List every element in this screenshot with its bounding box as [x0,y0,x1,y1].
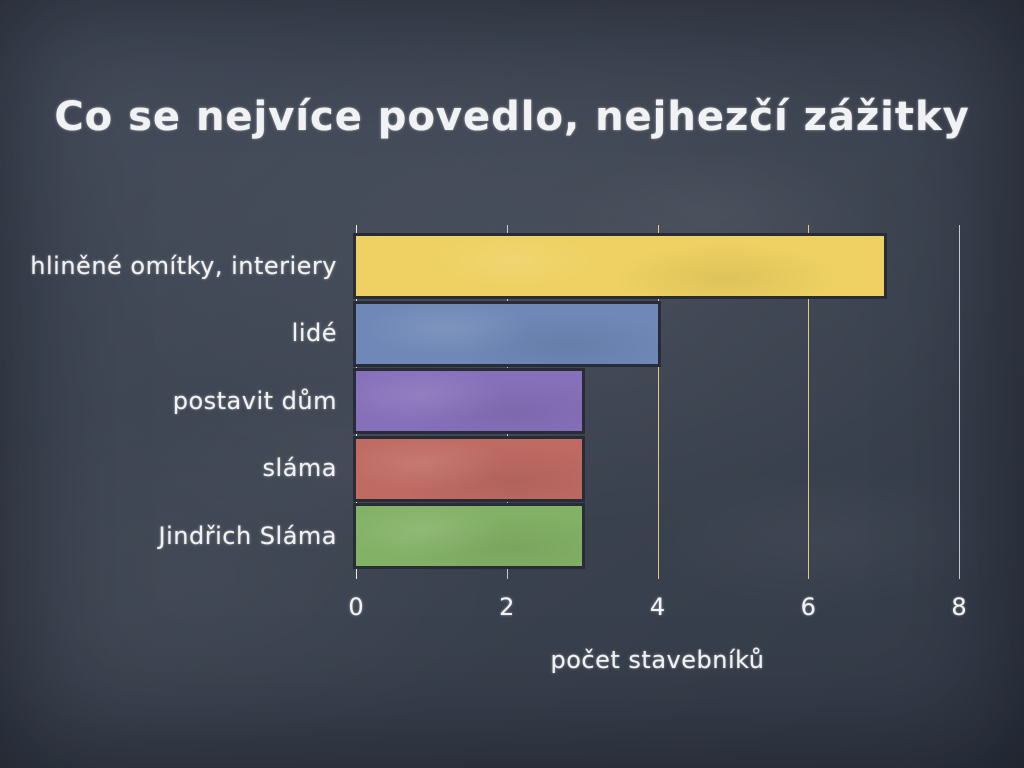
tick-label: 4 [649,593,666,621]
category-label: hliněné omítky, interiery [30,252,337,280]
bar-hlinene-omitky-interiery [353,233,887,299]
tick-label: 2 [499,593,515,621]
category-axis: hliněné omítky, interiery lidé postavit … [0,225,337,579]
plot-area [353,225,960,579]
tick-label: 8 [951,593,967,621]
chart-title: Co se nejvíce povedlo, nejhezčí zážitky [54,94,970,140]
bar-jindrich-slama [353,503,586,569]
x-axis-title: počet stavebníků [550,646,765,674]
bar-slama [353,436,586,502]
tick-label: 6 [800,593,816,621]
gridline-8 [959,225,960,579]
bar-lide [353,301,661,367]
category-label: postavit dům [172,387,337,415]
x-axis-ticks: 0 2 4 6 8 [348,593,966,623]
bar-postavit-dum [353,368,586,434]
category-label: sláma [262,454,337,482]
gridline-4 [657,225,659,579]
category-label: Jindřich Sláma [158,522,337,550]
category-label: lidé [291,319,337,347]
tick-label: 0 [348,593,364,621]
gridline-6 [808,225,810,579]
